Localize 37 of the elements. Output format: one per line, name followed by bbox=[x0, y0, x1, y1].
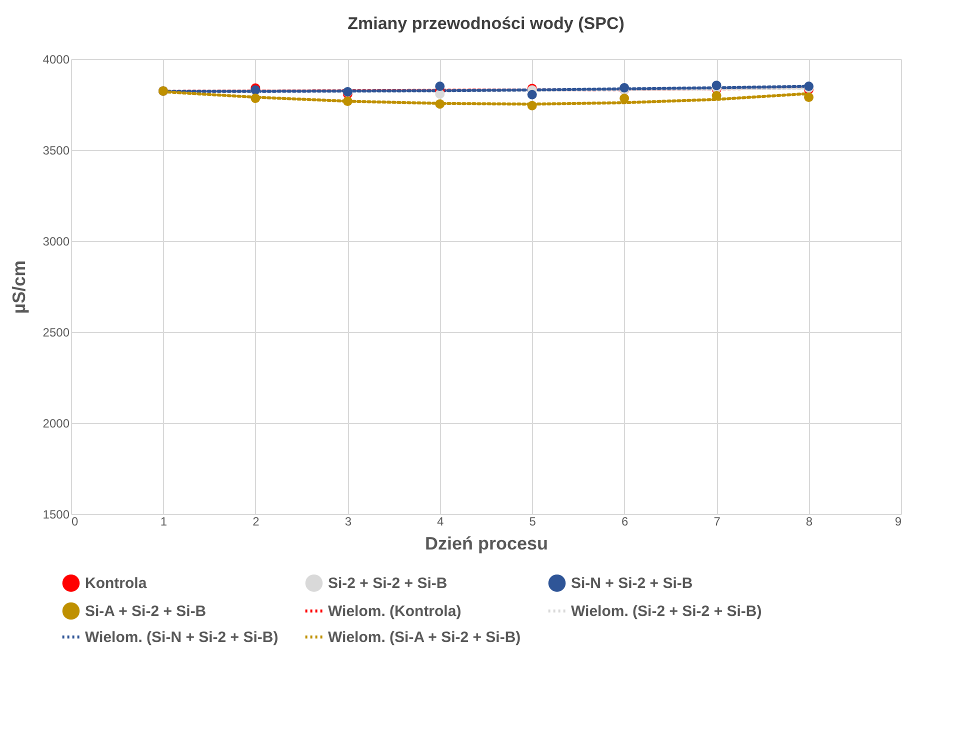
x-tick-label: 0 bbox=[72, 514, 78, 528]
legend-label: Si-A + Si-2 + Si-B bbox=[85, 603, 206, 620]
legend-label: Si-N + Si-2 + Si-B bbox=[571, 575, 693, 592]
point bbox=[712, 91, 722, 100]
y-tick-label: 2000 bbox=[42, 416, 70, 430]
point bbox=[712, 80, 722, 90]
y-tick-label: 1500 bbox=[42, 508, 70, 522]
x-tick-label: 9 bbox=[894, 514, 902, 528]
y-tick-label: 4000 bbox=[42, 52, 70, 66]
x-tick-label: 7 bbox=[714, 514, 721, 528]
chart-title: Zmiany przewodności wody (SPC) bbox=[348, 14, 624, 33]
x-tick-label: 1 bbox=[160, 514, 168, 528]
x-tick-label: 3 bbox=[344, 514, 352, 528]
x-tick-label: 2 bbox=[252, 514, 260, 528]
y-tick-label: 3000 bbox=[42, 234, 70, 248]
x-tick-label: 5 bbox=[529, 514, 536, 528]
x-axis-title: Dzień procesu bbox=[424, 534, 548, 554]
point bbox=[804, 92, 814, 102]
point bbox=[250, 94, 260, 104]
legend-label: Si-2 + Si-2 + Si-B bbox=[328, 575, 448, 592]
y-axis-title: µS/cm bbox=[8, 260, 29, 314]
point bbox=[620, 94, 630, 104]
legend-label: Wielom. (Si-N + Si-2 + Si-B) bbox=[85, 629, 278, 646]
x-tick-label: 8 bbox=[806, 514, 813, 528]
legend-label: Kontrola bbox=[85, 575, 148, 592]
legend-label: Wielom. (Si-A + Si-2 + Si-B) bbox=[328, 629, 521, 646]
y-tick-label: 2500 bbox=[42, 326, 70, 340]
legend-label: Wielom. (Kontrola) bbox=[328, 603, 462, 620]
point bbox=[435, 99, 445, 109]
point bbox=[342, 96, 352, 106]
point bbox=[527, 100, 537, 110]
legend-label: Wielom. (Si-2 + Si-2 + Si-B) bbox=[571, 603, 762, 620]
point bbox=[527, 90, 537, 100]
point bbox=[620, 83, 630, 92]
x-tick-label: 6 bbox=[621, 514, 628, 528]
x-tick-label: 4 bbox=[437, 514, 444, 528]
y-tick-label: 3500 bbox=[42, 144, 70, 158]
